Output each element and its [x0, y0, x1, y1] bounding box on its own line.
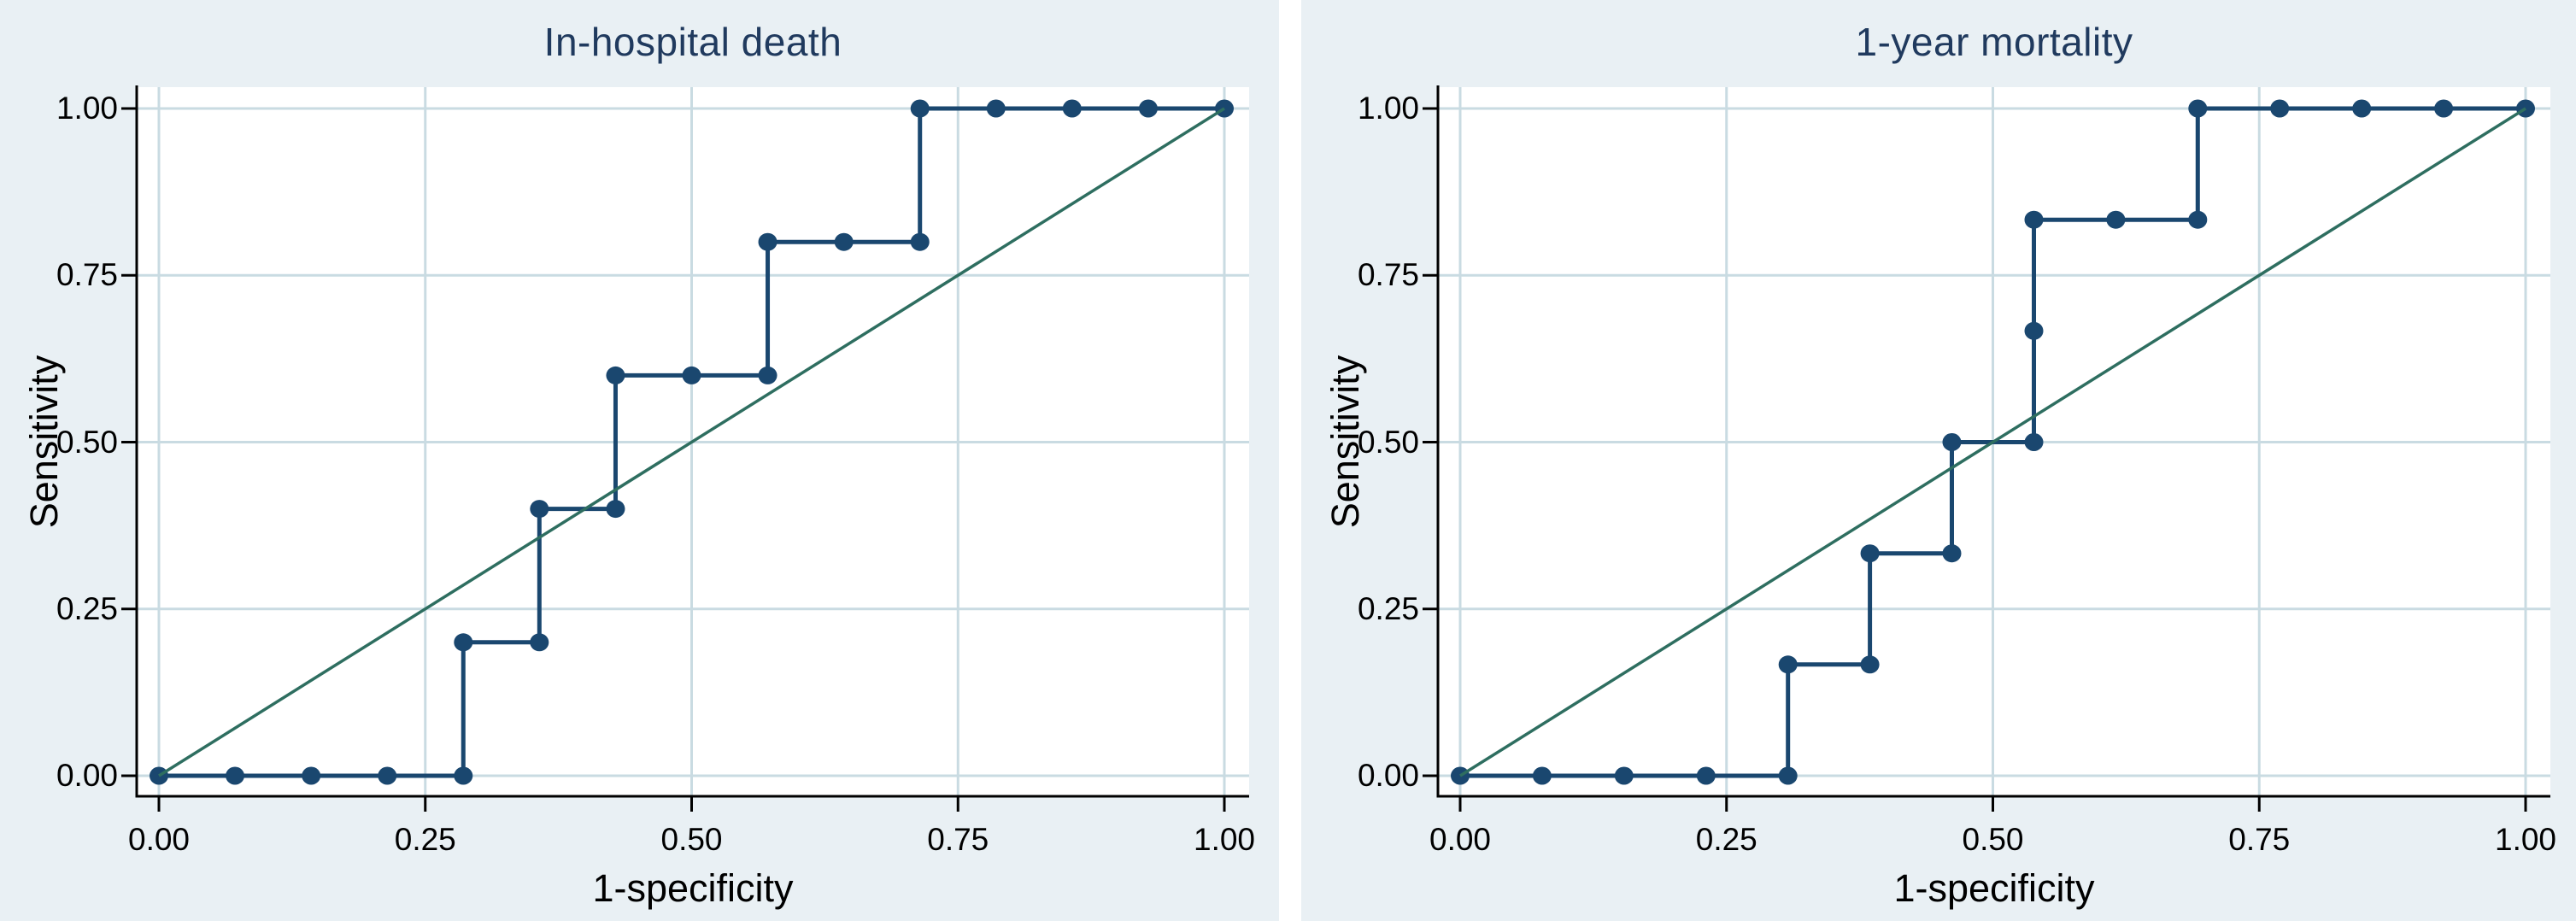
roc-marker [2352, 99, 2372, 118]
reference-line [1459, 107, 2526, 777]
roc-marker [2270, 99, 2290, 118]
roc-marker [606, 366, 625, 384]
y-tick-label: 0.00 [1357, 758, 1419, 793]
roc-marker [454, 633, 473, 652]
x-tick-label: 0.75 [2228, 822, 2291, 857]
y-tick-label: 0.00 [56, 758, 118, 793]
roc-marker [834, 232, 854, 251]
roc-marker [1860, 544, 1880, 563]
roc-marker [530, 633, 549, 652]
roc-marker [1138, 99, 1158, 118]
y-tick-label: 0.50 [56, 424, 118, 460]
panel-in-hospital-death: In-hospital death Sensitivity 1-specific… [0, 0, 1279, 921]
x-axis-title: 1-specificity [592, 866, 794, 910]
x-tick-label: 0.00 [1429, 822, 1492, 857]
y-tick-label: 1.00 [1357, 91, 1419, 126]
x-tick-label: 0.25 [1695, 822, 1757, 857]
roc-marker [2024, 433, 2044, 451]
roc-marker [2188, 210, 2208, 229]
roc-marker [454, 766, 473, 785]
plot-area [1423, 85, 2550, 812]
roc-marker [2024, 210, 2044, 229]
plot-area [121, 85, 1249, 812]
roc-marker [378, 766, 397, 785]
roc-marker [1860, 655, 1880, 674]
y-tick-label: 0.25 [1357, 590, 1419, 626]
roc-marker [302, 766, 321, 785]
x-axis-title: 1-specificity [1893, 866, 2095, 910]
panel-1-year-mortality: 1-year mortality Sensitivity 1-specifici… [1301, 0, 2576, 921]
y-tick-label: 0.75 [56, 257, 118, 293]
y-tick-label: 0.75 [1357, 257, 1419, 293]
roc-marker [758, 366, 777, 384]
roc-marker [910, 232, 930, 251]
roc-marker [606, 500, 625, 519]
roc-marker [1532, 766, 1552, 785]
roc-marker [530, 500, 549, 519]
roc-marker [986, 99, 1006, 118]
roc-curve [159, 106, 1224, 778]
y-tick-label: 0.50 [1357, 424, 1419, 460]
roc-marker [758, 232, 777, 251]
roc-marker [2024, 321, 2044, 340]
x-tick-label: 0.75 [927, 822, 989, 857]
chart-title: 1-year mortality [1855, 20, 2133, 64]
roc-marker [2434, 99, 2454, 118]
roc-marker [910, 99, 930, 118]
roc-marker [1778, 655, 1798, 674]
roc-marker [1614, 766, 1634, 785]
y-tick-label: 0.25 [56, 590, 118, 626]
roc-marker [1942, 433, 1962, 451]
roc-marker [1942, 544, 1962, 563]
y-tick-label: 1.00 [56, 91, 118, 126]
roc-marker [1696, 766, 1716, 785]
reference-line [158, 107, 1225, 777]
x-tick-label: 1.00 [1193, 822, 1256, 857]
roc-marker [1778, 766, 1798, 785]
x-tick-label: 0.50 [660, 822, 723, 857]
chart-title: In-hospital death [543, 20, 842, 64]
roc-marker [1062, 99, 1082, 118]
x-tick-label: 0.00 [127, 822, 191, 857]
roc-marker [2106, 210, 2126, 229]
roc-marker [226, 766, 245, 785]
x-tick-label: 0.50 [1962, 822, 2024, 857]
x-tick-label: 1.00 [2494, 822, 2557, 857]
roc-marker [682, 366, 701, 384]
x-tick-label: 0.25 [394, 822, 456, 857]
roc-marker [2188, 99, 2208, 118]
